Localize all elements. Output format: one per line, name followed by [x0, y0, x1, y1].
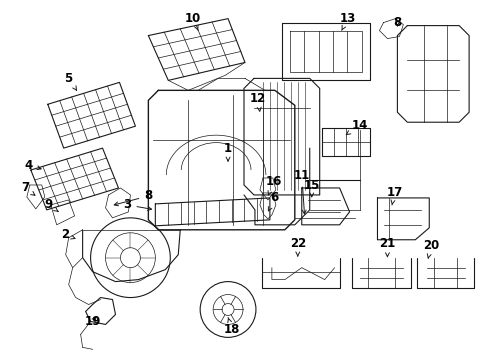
Text: 22: 22	[289, 237, 305, 256]
Text: 8: 8	[393, 16, 401, 29]
Text: 20: 20	[422, 239, 439, 258]
Text: 8: 8	[114, 190, 152, 206]
Text: 5: 5	[64, 72, 76, 90]
Text: 4: 4	[25, 159, 41, 172]
Text: 3: 3	[123, 198, 151, 211]
Text: 17: 17	[385, 186, 402, 205]
Text: 9: 9	[45, 198, 58, 211]
Text: 11: 11	[293, 169, 309, 214]
Text: 13: 13	[339, 12, 355, 30]
Text: 1: 1	[224, 142, 232, 161]
Text: 14: 14	[346, 119, 367, 135]
Text: 15: 15	[303, 180, 319, 197]
Text: 6: 6	[268, 191, 278, 211]
Text: 10: 10	[185, 12, 201, 30]
Text: 18: 18	[224, 317, 240, 336]
Text: 21: 21	[378, 237, 395, 257]
Text: 16: 16	[265, 176, 282, 195]
Text: 19: 19	[84, 315, 101, 328]
Text: 2: 2	[60, 228, 75, 241]
Text: 7: 7	[21, 181, 35, 195]
Text: 12: 12	[249, 92, 266, 111]
